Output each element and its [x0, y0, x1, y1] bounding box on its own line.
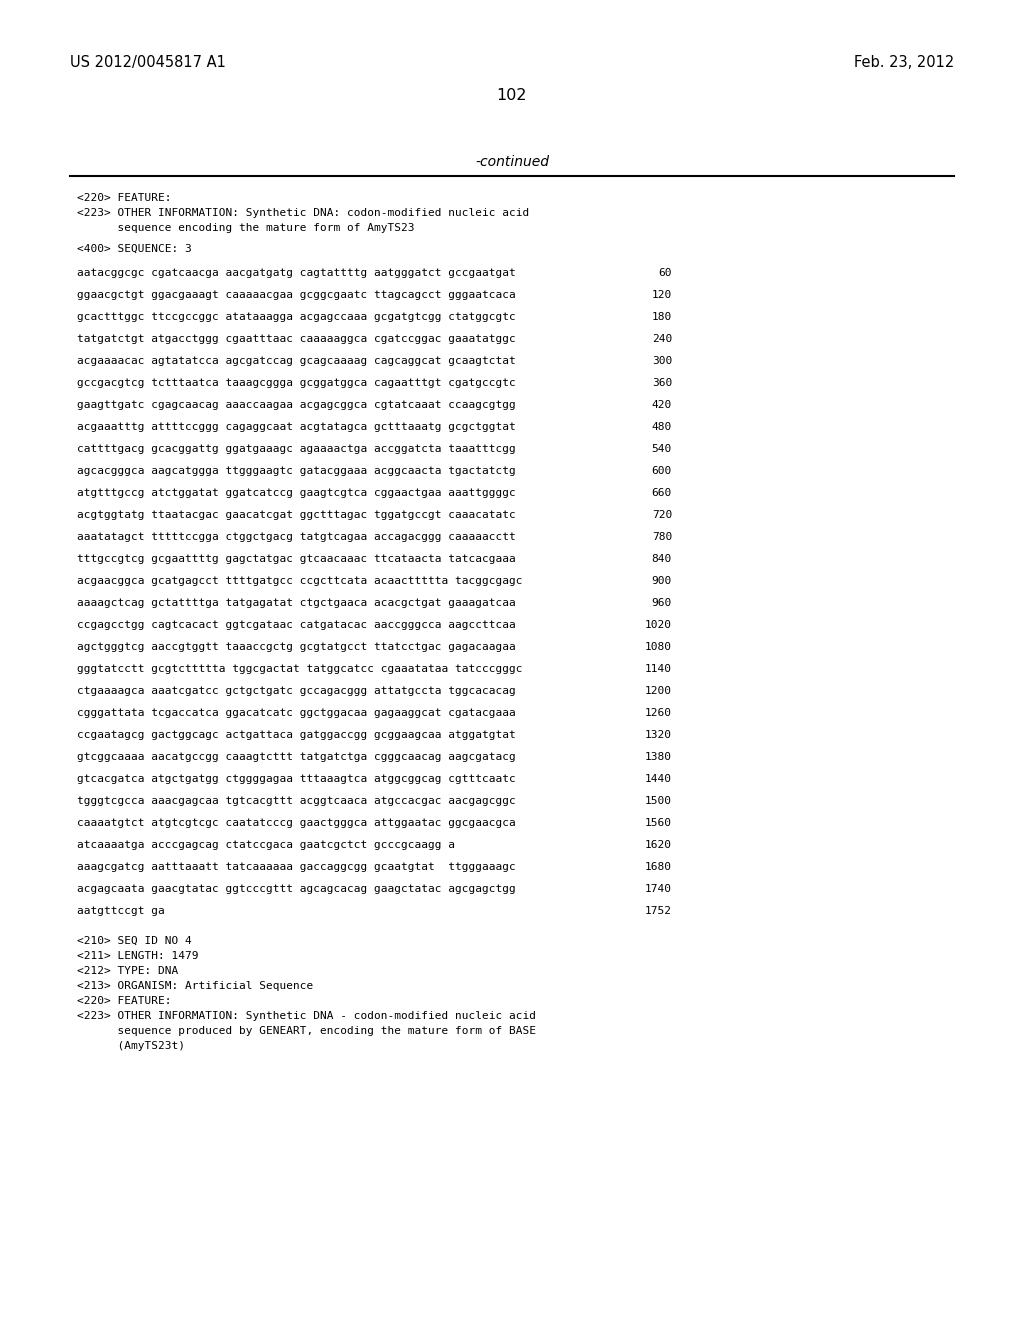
- Text: Feb. 23, 2012: Feb. 23, 2012: [854, 55, 954, 70]
- Text: 840: 840: [651, 554, 672, 564]
- Text: acgagcaata gaacgtatac ggtcccgttt agcagcacag gaagctatac agcgagctgg: acgagcaata gaacgtatac ggtcccgttt agcagca…: [77, 884, 515, 894]
- Text: 660: 660: [651, 488, 672, 498]
- Text: tgggtcgcca aaacgagcaa tgtcacgttt acggtcaaca atgccacgac aacgagcggc: tgggtcgcca aaacgagcaa tgtcacgttt acggtca…: [77, 796, 515, 807]
- Text: <223> OTHER INFORMATION: Synthetic DNA: codon-modified nucleic acid: <223> OTHER INFORMATION: Synthetic DNA: …: [77, 209, 529, 218]
- Text: gggtatcctt gcgtcttttta tggcgactat tatggcatcc cgaaatataa tatcccgggc: gggtatcctt gcgtcttttta tggcgactat tatggc…: [77, 664, 522, 675]
- Text: ccgagcctgg cagtcacact ggtcgataac catgatacac aaccgggcca aagccttcaa: ccgagcctgg cagtcacact ggtcgataac catgata…: [77, 620, 515, 630]
- Text: gaagttgatc cgagcaacag aaaccaagaa acgagcggca cgtatcaaat ccaagcgtgg: gaagttgatc cgagcaacag aaaccaagaa acgagcg…: [77, 400, 515, 411]
- Text: 1740: 1740: [645, 884, 672, 894]
- Text: 180: 180: [651, 312, 672, 322]
- Text: US 2012/0045817 A1: US 2012/0045817 A1: [70, 55, 226, 70]
- Text: tttgccgtcg gcgaattttg gagctatgac gtcaacaaac ttcataacta tatcacgaaa: tttgccgtcg gcgaattttg gagctatgac gtcaaca…: [77, 554, 515, 564]
- Text: (AmyTS23t): (AmyTS23t): [77, 1041, 184, 1051]
- Text: -continued: -continued: [475, 154, 549, 169]
- Text: ccgaatagcg gactggcagc actgattaca gatggaccgg gcggaagcaa atggatgtat: ccgaatagcg gactggcagc actgattaca gatggac…: [77, 730, 515, 741]
- Text: aaatatagct tttttccgga ctggctgacg tatgtcagaa accagacggg caaaaacctt: aaatatagct tttttccgga ctggctgacg tatgtca…: [77, 532, 515, 543]
- Text: gccgacgtcg tctttaatca taaagcggga gcggatggca cagaatttgt cgatgccgtc: gccgacgtcg tctttaatca taaagcggga gcggatg…: [77, 378, 515, 388]
- Text: sequence produced by GENEART, encoding the mature form of BASE: sequence produced by GENEART, encoding t…: [77, 1026, 536, 1036]
- Text: 300: 300: [651, 356, 672, 366]
- Text: 1440: 1440: [645, 774, 672, 784]
- Text: acgaaaacac agtatatcca agcgatccag gcagcaaaag cagcaggcat gcaagtctat: acgaaaacac agtatatcca agcgatccag gcagcaa…: [77, 356, 515, 366]
- Text: acgtggtatg ttaatacgac gaacatcgat ggctttagac tggatgccgt caaacatatc: acgtggtatg ttaatacgac gaacatcgat ggcttta…: [77, 510, 515, 520]
- Text: ctgaaaagca aaatcgatcc gctgctgatc gccagacggg attatgccta tggcacacag: ctgaaaagca aaatcgatcc gctgctgatc gccagac…: [77, 686, 515, 696]
- Text: aatgttccgt ga: aatgttccgt ga: [77, 906, 165, 916]
- Text: 780: 780: [651, 532, 672, 543]
- Text: 420: 420: [651, 400, 672, 411]
- Text: 1200: 1200: [645, 686, 672, 696]
- Text: caaaatgtct atgtcgtcgc caatatcccg gaactgggca attggaatac ggcgaacgca: caaaatgtct atgtcgtcgc caatatcccg gaactgg…: [77, 818, 515, 828]
- Text: 240: 240: [651, 334, 672, 345]
- Text: 1020: 1020: [645, 620, 672, 630]
- Text: <400> SEQUENCE: 3: <400> SEQUENCE: 3: [77, 244, 191, 253]
- Text: cattttgacg gcacggattg ggatgaaagc agaaaactga accggatcta taaatttcgg: cattttgacg gcacggattg ggatgaaagc agaaaac…: [77, 444, 515, 454]
- Text: 600: 600: [651, 466, 672, 477]
- Text: 720: 720: [651, 510, 672, 520]
- Text: <220> FEATURE:: <220> FEATURE:: [77, 997, 171, 1006]
- Text: ggaacgctgt ggacgaaagt caaaaacgaa gcggcgaatc ttagcagcct gggaatcaca: ggaacgctgt ggacgaaagt caaaaacgaa gcggcga…: [77, 290, 515, 300]
- Text: agctgggtcg aaccgtggtt taaaccgctg gcgtatgcct ttatcctgac gagacaagaa: agctgggtcg aaccgtggtt taaaccgctg gcgtatg…: [77, 642, 515, 652]
- Text: gcactttggc ttccgccggc atataaagga acgagccaaa gcgatgtcgg ctatggcgtc: gcactttggc ttccgccggc atataaagga acgagcc…: [77, 312, 515, 322]
- Text: aatacggcgc cgatcaacga aacgatgatg cagtattttg aatgggatct gccgaatgat: aatacggcgc cgatcaacga aacgatgatg cagtatt…: [77, 268, 515, 279]
- Text: atcaaaatga acccgagcag ctatccgaca gaatcgctct gcccgcaagg a: atcaaaatga acccgagcag ctatccgaca gaatcgc…: [77, 840, 455, 850]
- Text: acgaaatttg attttccggg cagaggcaat acgtatagca gctttaaatg gcgctggtat: acgaaatttg attttccggg cagaggcaat acgtata…: [77, 422, 515, 432]
- Text: cgggattata tcgaccatca ggacatcatc ggctggacaa gagaaggcat cgatacgaaa: cgggattata tcgaccatca ggacatcatc ggctgga…: [77, 708, 515, 718]
- Text: acgaacggca gcatgagcct ttttgatgcc ccgcttcata acaacttttta tacggcgagc: acgaacggca gcatgagcct ttttgatgcc ccgcttc…: [77, 576, 522, 586]
- Text: <212> TYPE: DNA: <212> TYPE: DNA: [77, 966, 178, 975]
- Text: 480: 480: [651, 422, 672, 432]
- Text: 960: 960: [651, 598, 672, 609]
- Text: 540: 540: [651, 444, 672, 454]
- Text: 900: 900: [651, 576, 672, 586]
- Text: 102: 102: [497, 88, 527, 103]
- Text: 1620: 1620: [645, 840, 672, 850]
- Text: 120: 120: [651, 290, 672, 300]
- Text: 60: 60: [658, 268, 672, 279]
- Text: aaagcgatcg aatttaaatt tatcaaaaaa gaccaggcgg gcaatgtat  ttgggaaagc: aaagcgatcg aatttaaatt tatcaaaaaa gaccagg…: [77, 862, 515, 873]
- Text: 1140: 1140: [645, 664, 672, 675]
- Text: 360: 360: [651, 378, 672, 388]
- Text: aaaagctcag gctattttga tatgagatat ctgctgaaca acacgctgat gaaagatcaa: aaaagctcag gctattttga tatgagatat ctgctga…: [77, 598, 515, 609]
- Text: 1080: 1080: [645, 642, 672, 652]
- Text: tatgatctgt atgacctggg cgaatttaac caaaaaggca cgatccggac gaaatatggc: tatgatctgt atgacctggg cgaatttaac caaaaag…: [77, 334, 515, 345]
- Text: <223> OTHER INFORMATION: Synthetic DNA - codon-modified nucleic acid: <223> OTHER INFORMATION: Synthetic DNA -…: [77, 1011, 536, 1020]
- Text: 1752: 1752: [645, 906, 672, 916]
- Text: <220> FEATURE:: <220> FEATURE:: [77, 193, 171, 203]
- Text: 1500: 1500: [645, 796, 672, 807]
- Text: atgtttgccg atctggatat ggatcatccg gaagtcgtca cggaactgaa aaattggggc: atgtttgccg atctggatat ggatcatccg gaagtcg…: [77, 488, 515, 498]
- Text: 1380: 1380: [645, 752, 672, 762]
- Text: 1320: 1320: [645, 730, 672, 741]
- Text: gtcggcaaaa aacatgccgg caaagtcttt tatgatctga cgggcaacag aagcgatacg: gtcggcaaaa aacatgccgg caaagtcttt tatgatc…: [77, 752, 515, 762]
- Text: <211> LENGTH: 1479: <211> LENGTH: 1479: [77, 950, 199, 961]
- Text: <210> SEQ ID NO 4: <210> SEQ ID NO 4: [77, 936, 191, 946]
- Text: 1260: 1260: [645, 708, 672, 718]
- Text: sequence encoding the mature form of AmyTS23: sequence encoding the mature form of Amy…: [77, 223, 415, 234]
- Text: gtcacgatca atgctgatgg ctggggagaa tttaaagtca atggcggcag cgtttcaatc: gtcacgatca atgctgatgg ctggggagaa tttaaag…: [77, 774, 515, 784]
- Text: <213> ORGANISM: Artificial Sequence: <213> ORGANISM: Artificial Sequence: [77, 981, 313, 991]
- Text: 1680: 1680: [645, 862, 672, 873]
- Text: 1560: 1560: [645, 818, 672, 828]
- Text: agcacgggca aagcatggga ttgggaagtc gatacggaaa acggcaacta tgactatctg: agcacgggca aagcatggga ttgggaagtc gatacgg…: [77, 466, 515, 477]
